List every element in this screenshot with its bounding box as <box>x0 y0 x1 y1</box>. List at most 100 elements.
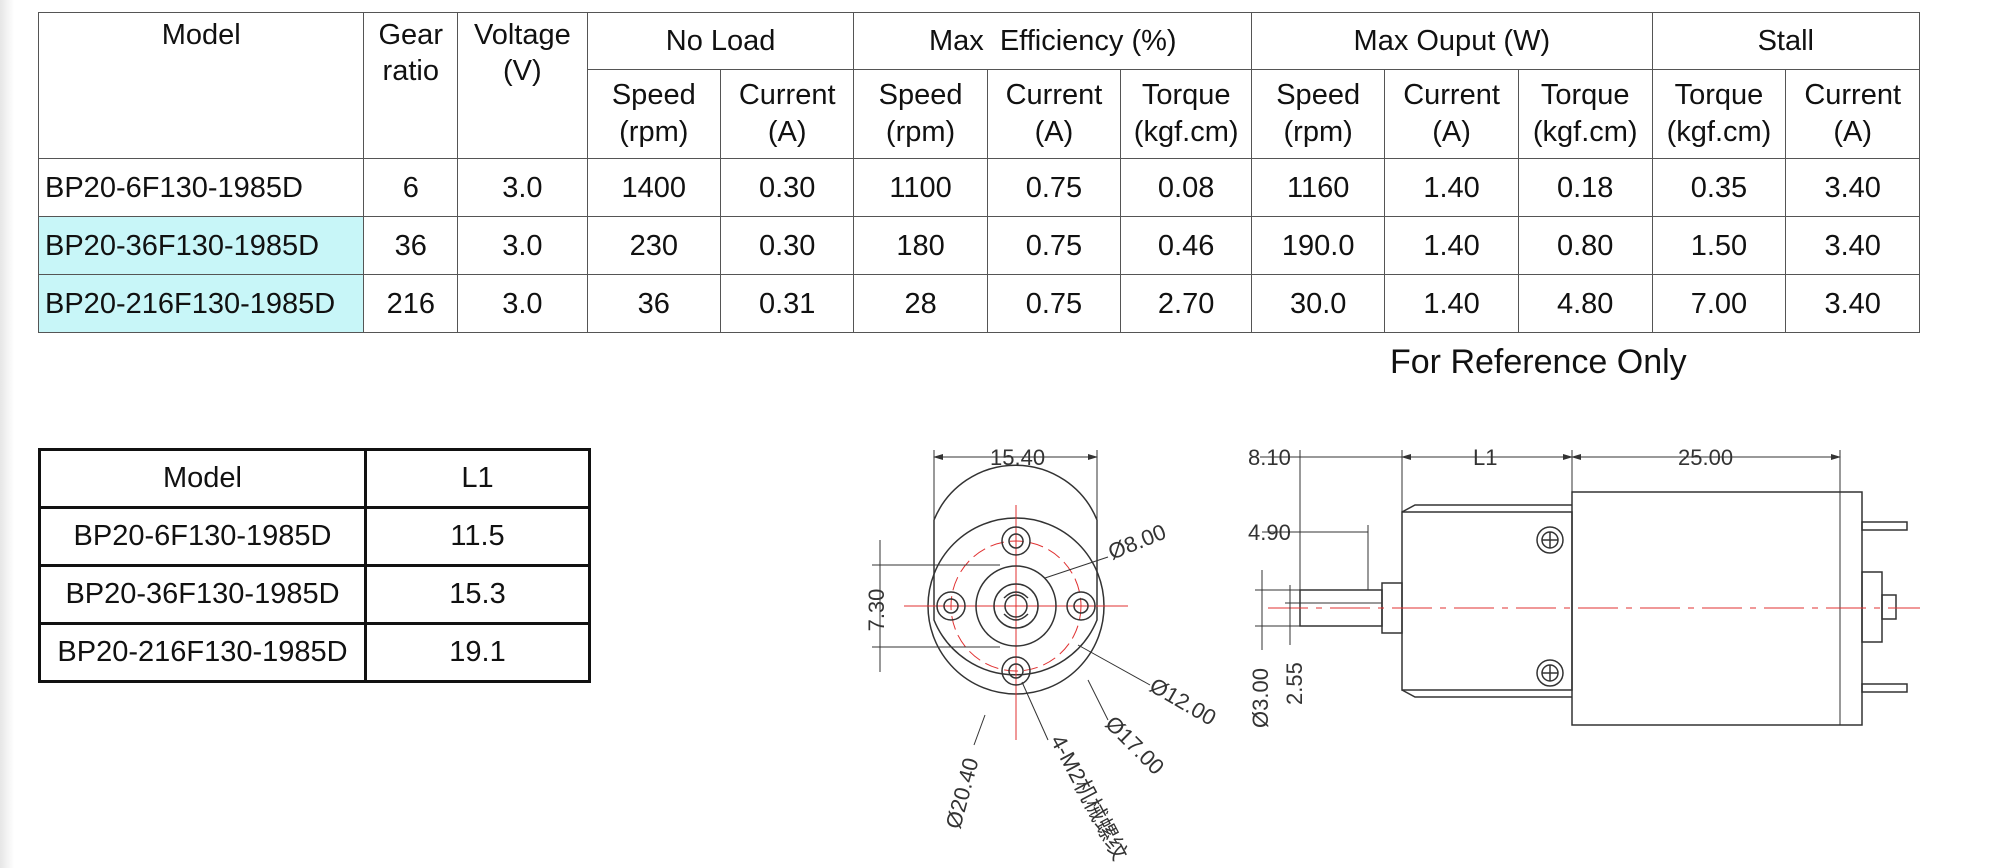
table-cell: 1.40 <box>1384 158 1519 217</box>
screw-hole <box>936 591 966 621</box>
dia17-label: Ø17.00 <box>1100 711 1169 780</box>
front-view <box>872 450 1151 746</box>
header-gear-ratio-text: Gear ratio <box>378 19 443 87</box>
subheader-text: Speed (rpm) <box>1276 79 1361 148</box>
subheader-text: Torque (kgf.cm) <box>1133 79 1239 148</box>
subheader-text: Current (A) <box>1005 79 1103 148</box>
rear-shaft <box>1881 594 1897 620</box>
leader-screw <box>1021 681 1049 741</box>
table-cell: 0.75 <box>986 274 1122 333</box>
table-cell: 0.80 <box>1517 216 1653 275</box>
dim-l1-label: L1 <box>1473 445 1497 470</box>
subheader-stall-current: Current (A) <box>1785 69 1920 159</box>
subheader-eff-speed: Speed (rpm) <box>853 69 988 159</box>
table-cell: 36 <box>586 274 721 333</box>
screw-hole <box>1001 526 1031 556</box>
page-edge-shadow <box>0 0 14 868</box>
table-cell: 1.40 <box>1384 216 1519 275</box>
table-row: BP20-216F130-1985D 216 3.0 36 0.31 28 0.… <box>37 274 1920 333</box>
table-cell: 216 <box>363 274 459 333</box>
dim-dia-label: Ø3.00 <box>1248 668 1273 728</box>
table-cell: 0.75 <box>986 158 1122 217</box>
dia20-label: Ø20.40 <box>941 755 984 831</box>
header-voltage-text: Voltage (V) <box>473 19 571 87</box>
dim-width-label: 15.40 <box>990 445 1045 470</box>
table-cell: 0.30 <box>719 158 855 217</box>
table-cell: 11.5 <box>364 506 591 567</box>
terminal-top <box>1861 521 1908 531</box>
shaft-circle <box>1004 594 1028 618</box>
l1-table: Model L1 BP20-6F130-1985D 11.5 BP20-36F1… <box>38 448 591 683</box>
table-cell: 190.0 <box>1251 216 1386 275</box>
subheader-text: Speed (rpm) <box>878 79 963 148</box>
table-cell: 0.75 <box>986 216 1122 275</box>
gearbox-body <box>1401 511 1573 691</box>
table-cell: 180 <box>853 216 988 275</box>
leader-dia20 <box>973 714 986 746</box>
subheader-out-current: Current (A) <box>1384 69 1519 159</box>
terminal-bottom <box>1861 683 1908 693</box>
subheader-text: Torque (kgf.cm) <box>1532 79 1638 148</box>
table-cell: 230 <box>586 216 721 275</box>
table-cell: 30.0 <box>1251 274 1386 333</box>
table-cell: 3.0 <box>457 274 588 333</box>
screw-hole <box>1001 656 1031 686</box>
model-cell: BP20-36F130-1985D <box>37 216 365 275</box>
table-cell: 3.40 <box>1785 274 1920 333</box>
leader-dia8 <box>1044 556 1109 579</box>
header-voltage: Voltage (V) <box>457 12 588 159</box>
dim-flat-label: 4.90 <box>1248 520 1291 545</box>
shaft-flat <box>1003 591 1029 621</box>
table-cell: 0.08 <box>1120 158 1253 217</box>
side-view-labels: 8.10 L1 25.00 4.90 Ø3.00 2.55 <box>1248 445 1733 728</box>
table-cell: 7.00 <box>1651 274 1787 333</box>
bolt-circle <box>950 540 1082 672</box>
table-cell: 15.3 <box>364 564 591 625</box>
table-cell: 0.18 <box>1517 158 1653 217</box>
subheader-eff-torque: Torque (kgf.cm) <box>1120 69 1253 159</box>
header-max-output: Max Ouput (W) <box>1251 12 1653 70</box>
l1-header-l1: L1 <box>364 448 591 509</box>
header-stall: Stall <box>1651 12 1921 70</box>
model-cell: BP20-36F130-1985D <box>38 564 367 625</box>
subheader-out-speed: Speed (rpm) <box>1251 69 1386 159</box>
table-cell: 1100 <box>853 158 988 217</box>
subheader-eff-current: Current (A) <box>986 69 1122 159</box>
table-cell: 1.40 <box>1384 274 1519 333</box>
dia12-label: Ø12.00 <box>1146 673 1221 731</box>
table-cell: 0.30 <box>719 216 855 275</box>
dim-shaft-label: 8.10 <box>1248 445 1291 470</box>
gearbox-shoulder <box>1401 504 1572 698</box>
dim-flat-h-label: 2.55 <box>1282 662 1307 705</box>
table-cell: 28 <box>853 274 988 333</box>
screw-head <box>1536 526 1564 554</box>
rear-bushing <box>1861 571 1883 643</box>
table-cell: 1160 <box>1251 158 1386 217</box>
table-row: BP20-6F130-1985D 11.5 <box>38 506 591 567</box>
table-cell: 1.50 <box>1651 216 1787 275</box>
table-row: BP20-216F130-1985D 19.1 <box>38 622 591 683</box>
front-view-labels: 15.40 7.30 Ø8.00 Ø12.00 Ø17.00 Ø20.40 4-… <box>864 445 1221 864</box>
model-cell: BP20-6F130-1985D <box>38 506 367 567</box>
table-cell: 0.31 <box>719 274 855 333</box>
model-cell: BP20-216F130-1985D <box>38 622 367 683</box>
spec-table: Model Gear ratio Voltage (V) No Load Max… <box>37 12 1921 333</box>
dim-body-label: 25.00 <box>1678 445 1733 470</box>
screw-note-label: 4-M2机械螺纹 <box>1046 731 1133 865</box>
screw-head <box>1536 659 1564 687</box>
subheader-text: Torque (kgf.cm) <box>1666 79 1772 148</box>
leader-dia12 <box>1077 644 1151 686</box>
table-cell: 2.70 <box>1120 274 1253 333</box>
side-view <box>1255 450 1920 726</box>
reference-note: For Reference Only <box>1390 343 1687 381</box>
subheader-text: Current (A) <box>1804 79 1902 148</box>
model-cell: BP20-216F130-1985D <box>37 274 365 333</box>
subheader-text: Current (A) <box>738 79 836 148</box>
subheader-text: Speed (rpm) <box>611 79 696 148</box>
screw-hole <box>1066 591 1096 621</box>
shaft-boss-inner <box>993 583 1039 629</box>
table-row: BP20-36F130-1985D 15.3 <box>38 564 591 625</box>
subheader-text: Current (A) <box>1403 79 1500 148</box>
subheader-noload-current: Current (A) <box>719 69 855 159</box>
